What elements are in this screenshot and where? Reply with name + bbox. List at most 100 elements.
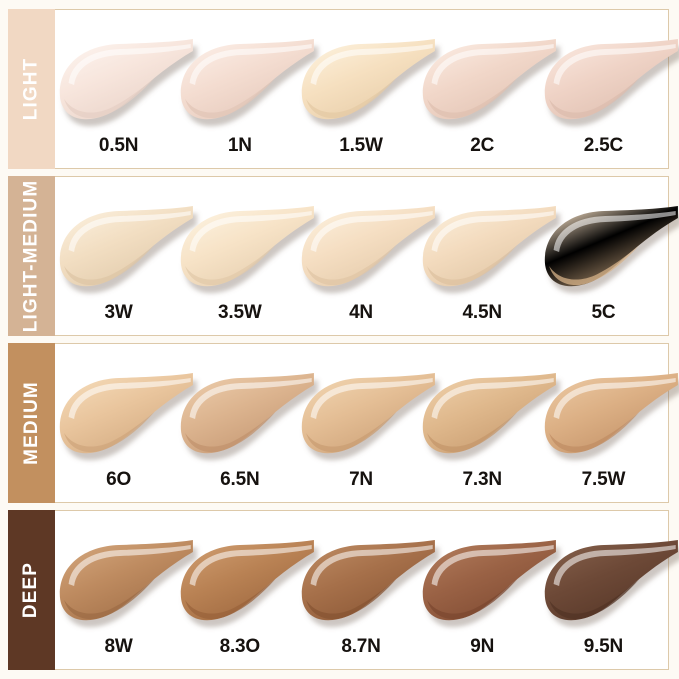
shade-swatch-3.5w[interactable]: 3.5W bbox=[179, 177, 318, 331]
swatch-lower-edge bbox=[427, 412, 518, 453]
swatch-card: 6O 6.5N 7N 7.3N 7.5W bbox=[54, 343, 679, 503]
foundation-swatch-smear bbox=[423, 39, 561, 127]
shade-swatch-7.3n[interactable]: 7.3N bbox=[422, 344, 561, 498]
foundation-swatch-smear bbox=[59, 39, 197, 127]
shade-swatch-8w[interactable]: 8W bbox=[58, 511, 197, 665]
category-label: DEEP bbox=[20, 561, 42, 619]
swatch-gloss-highlight bbox=[310, 545, 433, 586]
swatch-smear-holder bbox=[179, 365, 318, 469]
shade-code-label: 3W bbox=[104, 302, 133, 323]
shade-code-label: 7.5W bbox=[581, 469, 626, 490]
foundation-swatch-smear bbox=[301, 206, 439, 294]
swatch-lower-edge bbox=[427, 245, 518, 286]
shade-row-light-medium: LIGHT-MEDIUM 3W 3.5W 4N 4.5N 5C bbox=[8, 176, 679, 336]
swatch-lower-edge bbox=[185, 412, 276, 453]
shade-swatch-6o[interactable]: 6O bbox=[58, 344, 197, 498]
swatch-smear-holder bbox=[58, 365, 197, 469]
shade-row-light: LIGHT 0.5N 1N 1.5W 2C 2.5C bbox=[8, 9, 679, 169]
shade-code-label: 5C bbox=[591, 302, 616, 323]
foundation-swatch-smear bbox=[59, 373, 197, 461]
shade-code-label: 1.5W bbox=[339, 135, 383, 156]
swatch-lower-edge bbox=[63, 245, 155, 286]
swatch-lower-edge bbox=[185, 245, 276, 286]
shade-code-label: 8W bbox=[104, 636, 133, 657]
swatch-gloss-highlight bbox=[553, 378, 676, 419]
swatch-smear-holder bbox=[300, 532, 439, 636]
swatch-lower-edge bbox=[63, 412, 155, 453]
shade-code-label: 4.5N bbox=[462, 302, 503, 323]
foundation-swatch-smear bbox=[59, 540, 197, 628]
swatch-lower-edge bbox=[63, 78, 155, 119]
swatch-lower-edge bbox=[548, 245, 639, 286]
shade-code-label: 9N bbox=[470, 636, 495, 657]
shade-swatch-8.3o[interactable]: 8.3O bbox=[179, 511, 318, 665]
swatch-lower-edge bbox=[427, 579, 518, 620]
shade-swatch-7n[interactable]: 7N bbox=[300, 344, 439, 498]
swatch-smear-holder bbox=[543, 532, 679, 636]
shade-swatch-2c[interactable]: 2C bbox=[422, 10, 561, 164]
shade-swatch-1n[interactable]: 1N bbox=[179, 10, 318, 164]
swatch-smear-holder bbox=[422, 31, 561, 135]
shade-swatch-4.5n[interactable]: 4.5N bbox=[422, 177, 561, 331]
swatch-gloss-highlight bbox=[310, 211, 433, 252]
foundation-swatch-smear bbox=[180, 373, 318, 461]
shade-code-label: 3.5W bbox=[218, 302, 262, 323]
swatch-smear-holder bbox=[422, 532, 561, 636]
swatch-lower-edge bbox=[306, 412, 397, 453]
shade-swatch-5c[interactable]: 5C bbox=[543, 177, 679, 331]
swatch-gloss-highlight bbox=[431, 211, 555, 252]
swatch-smear-holder bbox=[179, 198, 318, 302]
shade-code-label: 2C bbox=[470, 135, 495, 156]
swatch-gloss-highlight bbox=[553, 545, 676, 586]
swatch-lower-edge bbox=[306, 245, 397, 286]
swatch-gloss-highlight bbox=[189, 211, 312, 252]
shade-swatch-8.7n[interactable]: 8.7N bbox=[300, 511, 439, 665]
foundation-swatch-smear bbox=[59, 206, 197, 294]
swatch-lower-edge bbox=[548, 412, 639, 453]
shade-code-label: 8.7N bbox=[341, 636, 381, 657]
shade-swatch-9.5n[interactable]: 9.5N bbox=[543, 511, 679, 665]
swatch-lower-edge bbox=[427, 78, 518, 119]
swatch-lower-edge bbox=[548, 78, 639, 119]
category-tab-light[interactable]: LIGHT bbox=[8, 9, 55, 169]
swatch-smear-holder bbox=[179, 532, 318, 636]
swatch-gloss-highlight bbox=[68, 44, 191, 85]
shade-swatch-2.5c[interactable]: 2.5C bbox=[543, 10, 679, 164]
shade-swatch-9n[interactable]: 9N bbox=[422, 511, 561, 665]
swatch-smear-holder bbox=[543, 198, 679, 302]
swatch-smear-holder bbox=[422, 365, 561, 469]
swatch-gloss-highlight bbox=[310, 378, 433, 419]
shade-swatch-6.5n[interactable]: 6.5N bbox=[179, 344, 318, 498]
shade-code-label: 1N bbox=[227, 135, 252, 156]
foundation-swatch-smear bbox=[180, 39, 318, 127]
swatch-smear-holder bbox=[543, 365, 679, 469]
shade-code-label: 7N bbox=[349, 469, 373, 490]
swatch-card: 3W 3.5W 4N 4.5N 5C bbox=[54, 176, 679, 336]
swatch-gloss-highlight bbox=[431, 44, 555, 85]
shade-swatch-7.5w[interactable]: 7.5W bbox=[543, 344, 679, 498]
category-label: LIGHT bbox=[20, 57, 42, 121]
swatch-lower-edge bbox=[548, 579, 639, 620]
shade-swatch-3w[interactable]: 3W bbox=[58, 177, 197, 331]
shade-swatch-0.5n[interactable]: 0.5N bbox=[58, 10, 197, 164]
swatch-gloss-highlight bbox=[553, 211, 676, 252]
swatch-gloss-highlight bbox=[189, 378, 312, 419]
shade-code-label: 4N bbox=[349, 302, 373, 323]
swatch-gloss-highlight bbox=[189, 545, 312, 586]
category-tab-medium[interactable]: MEDIUM bbox=[8, 343, 55, 503]
shade-swatch-4n[interactable]: 4N bbox=[300, 177, 439, 331]
swatch-smear-holder bbox=[422, 198, 561, 302]
foundation-swatch-smear bbox=[301, 39, 439, 127]
shade-row-deep: DEEP 8W 8.3O 8.7N 9N 9.5N bbox=[8, 510, 679, 670]
shade-swatch-1.5w[interactable]: 1.5W bbox=[300, 10, 439, 164]
category-tab-light-medium[interactable]: LIGHT-MEDIUM bbox=[8, 176, 55, 336]
category-label: LIGHT-MEDIUM bbox=[20, 179, 42, 333]
swatch-smear-holder bbox=[300, 31, 439, 135]
swatch-gloss-highlight bbox=[431, 378, 555, 419]
category-tab-deep[interactable]: DEEP bbox=[8, 510, 55, 670]
shade-code-label: 8.3O bbox=[219, 636, 261, 657]
swatch-smear-holder bbox=[58, 31, 197, 135]
foundation-swatch-smear bbox=[301, 540, 439, 628]
foundation-swatch-smear bbox=[544, 206, 679, 294]
